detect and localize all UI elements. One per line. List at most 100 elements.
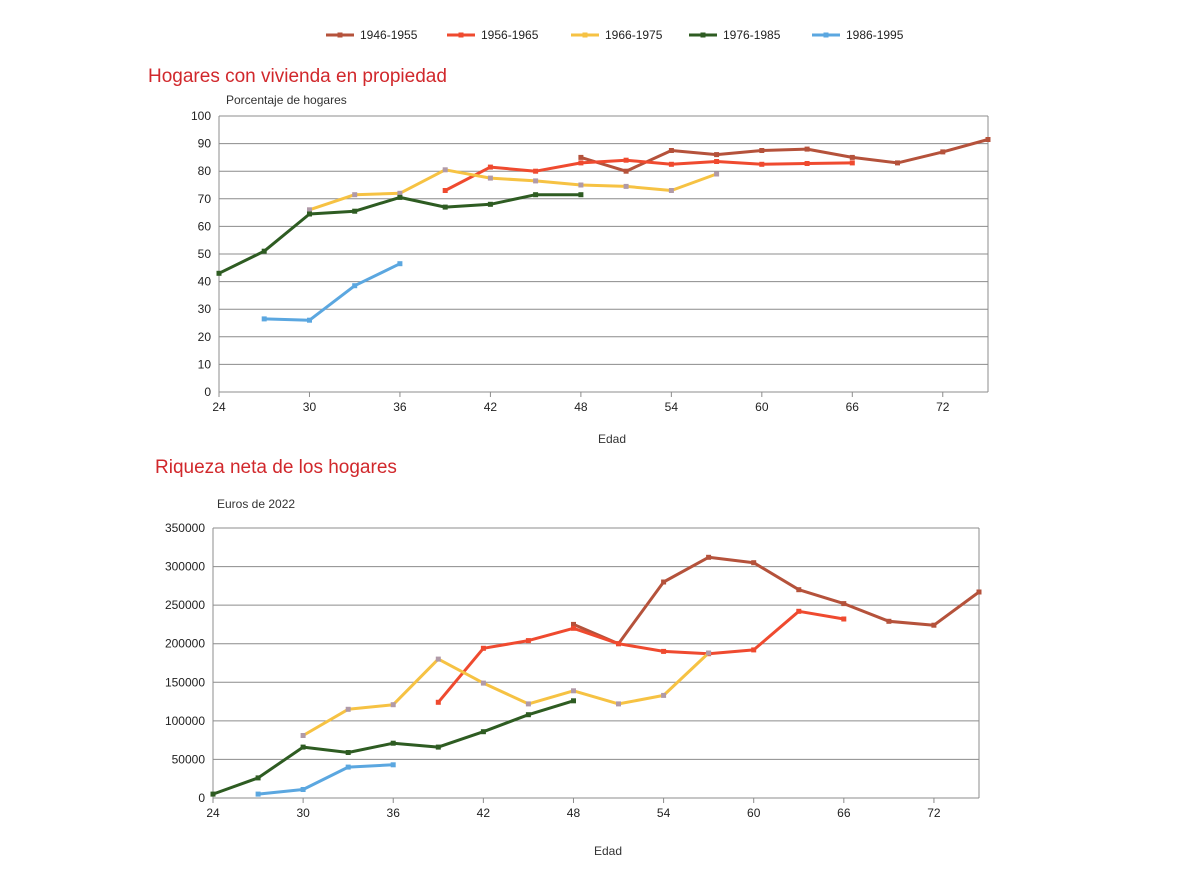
series-line xyxy=(436,609,846,704)
legend-marker xyxy=(582,32,588,38)
data-point xyxy=(533,168,539,174)
data-point xyxy=(390,702,396,708)
legend-marker xyxy=(337,32,343,38)
data-point xyxy=(895,160,900,166)
series-1976-1985 xyxy=(210,698,576,797)
x-tick-label: 24 xyxy=(206,806,220,820)
data-point xyxy=(442,167,448,173)
y-tick-label: 150000 xyxy=(165,675,205,689)
data-point xyxy=(397,194,403,200)
x-tick-label: 54 xyxy=(657,806,671,820)
data-point xyxy=(390,740,396,746)
legend: 1946-1955 1956-1965 1966-1975 1976-1985 1986… xyxy=(326,28,904,42)
data-point xyxy=(435,656,441,662)
data-point xyxy=(714,152,720,158)
data-point xyxy=(261,316,267,322)
data-point xyxy=(435,699,441,705)
data-point xyxy=(300,744,306,750)
data-point xyxy=(307,207,312,213)
series-line xyxy=(262,262,402,322)
data-point xyxy=(714,171,720,177)
series-1986-1995 xyxy=(261,261,403,323)
data-point xyxy=(841,616,847,622)
data-point xyxy=(487,175,493,181)
data-point xyxy=(578,192,584,198)
legend-label: 1946-1955 xyxy=(360,28,418,42)
series-line xyxy=(211,699,575,796)
data-point xyxy=(345,750,351,755)
y-tick-label: 90 xyxy=(198,137,212,151)
series-line xyxy=(256,763,395,796)
data-point xyxy=(345,764,351,770)
data-point xyxy=(668,148,674,153)
data-point xyxy=(571,621,576,627)
data-point xyxy=(623,183,629,189)
series-1966-1975 xyxy=(307,167,720,213)
data-point xyxy=(533,192,539,198)
data-point xyxy=(487,164,493,170)
data-point xyxy=(442,204,448,210)
x-tick-label: 48 xyxy=(567,806,581,820)
data-point xyxy=(804,146,810,152)
y-tick-label: 30 xyxy=(198,302,212,316)
data-point xyxy=(751,560,757,566)
data-point xyxy=(435,744,441,750)
data-point xyxy=(849,160,855,166)
data-point xyxy=(668,188,674,193)
data-point xyxy=(759,161,765,167)
y-tick-label: 10 xyxy=(198,357,212,371)
series-1976-1985 xyxy=(216,192,584,276)
data-point xyxy=(623,168,629,174)
data-point xyxy=(985,137,991,142)
legend-item: 1966-1975 xyxy=(571,28,663,42)
data-point xyxy=(571,625,576,631)
data-point xyxy=(487,201,493,207)
data-point xyxy=(706,650,712,656)
data-point xyxy=(616,701,621,707)
y-tick-label: 100000 xyxy=(165,714,205,728)
data-point xyxy=(442,188,448,193)
y-tick-label: 50 xyxy=(198,247,212,261)
x-tick-label: 66 xyxy=(837,806,851,820)
legend-marker xyxy=(458,32,464,38)
series-line xyxy=(443,158,854,192)
data-point xyxy=(578,154,584,160)
data-point xyxy=(480,729,486,735)
legend-label: 1966-1975 xyxy=(605,28,663,42)
chart-2-title: Riqueza neta de los hogares xyxy=(155,457,397,478)
data-point xyxy=(571,698,576,704)
legend-item: 1976-1985 xyxy=(689,28,781,42)
y-tick-label: 350000 xyxy=(165,521,205,535)
y-tick-label: 0 xyxy=(204,385,211,399)
legend-label: 1956-1965 xyxy=(481,28,539,42)
legend-item: 1986-1995 xyxy=(812,28,904,42)
x-tick-label: 24 xyxy=(212,400,226,414)
chart-1-title: Hogares con vivienda en propiedad xyxy=(148,66,447,87)
data-point xyxy=(525,638,531,644)
series-line xyxy=(572,555,981,646)
data-point xyxy=(397,190,403,196)
data-point xyxy=(849,154,855,160)
data-point xyxy=(706,554,712,560)
data-point xyxy=(216,270,222,276)
legend-label: 1976-1985 xyxy=(723,28,781,42)
data-point xyxy=(261,248,267,254)
y-tick-label: 300000 xyxy=(165,560,205,574)
data-point xyxy=(307,211,312,217)
data-point xyxy=(759,148,765,153)
x-tick-label: 60 xyxy=(755,400,769,414)
x-tick-label: 72 xyxy=(927,806,941,820)
data-point xyxy=(796,587,802,593)
data-point xyxy=(623,157,629,163)
data-point xyxy=(345,706,351,712)
data-point xyxy=(480,645,486,651)
data-point xyxy=(976,589,982,595)
x-tick-label: 60 xyxy=(747,806,761,820)
data-point xyxy=(804,161,810,166)
x-tick-label: 30 xyxy=(296,806,310,820)
x-tick-label: 42 xyxy=(477,806,491,820)
y-tick-label: 50000 xyxy=(172,752,206,766)
y-tick-label: 250000 xyxy=(165,598,205,612)
data-point xyxy=(886,618,892,624)
